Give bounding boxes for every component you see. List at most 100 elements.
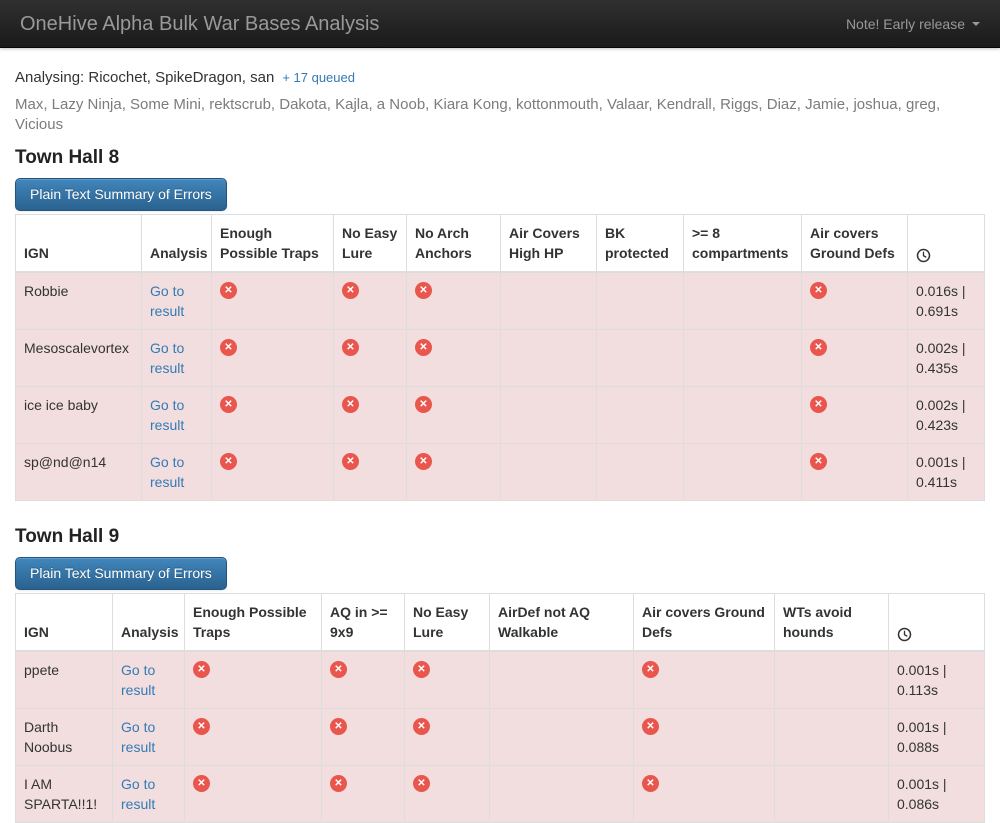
navbar: OneHive Alpha Bulk War Bases Analysis No…: [0, 0, 1000, 48]
check-cell: ✕: [184, 708, 322, 766]
check-cell: [596, 271, 684, 330]
town-hall-section: Town Hall 8 Plain Text Summary of Errors I…: [15, 148, 985, 501]
time-cell: 0.002s | 0.435s: [907, 329, 985, 387]
check-cell: ✕: [801, 386, 908, 444]
check-cell: [774, 708, 889, 766]
x-circle-icon: ✕: [342, 453, 359, 470]
x-circle-icon: ✕: [413, 718, 430, 735]
ign-cell: I AM SPARTA!!1!: [15, 765, 113, 823]
analysis-table: IGN Analysis Enough Possible Traps AQ in >=…: [15, 593, 985, 823]
column-header: WTs avoid hounds: [774, 593, 889, 652]
column-header: Analysis: [112, 593, 185, 652]
x-circle-icon: ✕: [220, 339, 237, 356]
go-to-result-link[interactable]: Go to result: [121, 719, 156, 755]
check-cell: [683, 329, 802, 387]
x-circle-icon: ✕: [220, 453, 237, 470]
x-circle-icon: ✕: [220, 282, 237, 299]
time-cell: 0.001s | 0.411s: [907, 443, 985, 501]
town-hall-heading: Town Hall 9: [15, 526, 120, 547]
analysis-cell: Go to result: [112, 765, 185, 823]
x-circle-icon: ✕: [415, 339, 432, 356]
column-header: Enough Possible Traps: [184, 593, 322, 652]
table-row: sp@nd@n14 Go to result ✕ ✕ ✕ ✕ 0.001s | 0.411s: [15, 443, 985, 501]
column-header: Air Covers High HP: [500, 214, 597, 273]
x-circle-icon: ✕: [642, 775, 659, 792]
plain-text-summary-button[interactable]: Plain Text Summary of Errors: [15, 557, 227, 590]
ign-cell: Darth Noobus: [15, 708, 113, 766]
x-circle-icon: ✕: [415, 453, 432, 470]
column-header: Air covers Ground Defs: [633, 593, 775, 652]
check-cell: [500, 329, 597, 387]
x-circle-icon: ✕: [193, 661, 210, 678]
x-circle-icon: ✕: [330, 718, 347, 735]
analysis-cell: Go to result: [112, 708, 185, 766]
go-to-result-link[interactable]: Go to result: [121, 776, 156, 812]
release-note-dropdown[interactable]: Note! Early release: [846, 10, 980, 38]
time-column-header: [888, 593, 985, 652]
analysis-cell: Go to result: [141, 386, 212, 444]
time-cell: 0.002s | 0.423s: [907, 386, 985, 444]
check-cell: [489, 708, 634, 766]
column-header: AQ in >= 9x9: [321, 593, 405, 652]
check-cell: ✕: [333, 329, 407, 387]
check-cell: ✕: [633, 765, 775, 823]
x-circle-icon: ✕: [342, 396, 359, 413]
table-row: ice ice baby Go to result ✕ ✕ ✕ ✕ 0.002s | 0.4…: [15, 386, 985, 444]
go-to-result-link[interactable]: Go to result: [121, 662, 156, 698]
check-cell: [489, 650, 634, 709]
x-circle-icon: ✕: [642, 661, 659, 678]
go-to-result-link[interactable]: Go to result: [150, 397, 185, 433]
x-circle-icon: ✕: [413, 775, 430, 792]
check-cell: ✕: [211, 271, 334, 330]
plain-text-summary-button[interactable]: Plain Text Summary of Errors: [15, 178, 227, 211]
queued-count-link[interactable]: + 17 queued: [282, 70, 355, 85]
column-header: BK protected: [596, 214, 684, 273]
check-cell: [500, 386, 597, 444]
table-row: Mesoscalevortex Go to result ✕ ✕ ✕ ✕ 0.002s | …: [15, 329, 985, 387]
ign-cell: Robbie: [15, 271, 142, 330]
x-circle-icon: ✕: [330, 775, 347, 792]
table-row: ppete Go to result ✕ ✕ ✕ ✕ 0.001s | 0.113s: [15, 650, 985, 709]
analysing-text: Analysing: Ricochet, SpikeDragon, san: [15, 69, 275, 86]
column-header: AirDef not AQ Walkable: [489, 593, 634, 652]
x-circle-icon: ✕: [810, 453, 827, 470]
check-cell: ✕: [633, 708, 775, 766]
check-cell: [683, 443, 802, 501]
table-row: Darth Noobus Go to result ✕ ✕ ✕ ✕ 0.001s | 0.0…: [15, 708, 985, 766]
clock-icon: [916, 245, 931, 263]
check-cell: ✕: [321, 708, 405, 766]
clock-icon: [897, 624, 912, 642]
ign-cell: ice ice baby: [15, 386, 142, 444]
x-circle-icon: ✕: [415, 396, 432, 413]
check-cell: [596, 386, 684, 444]
check-cell: ✕: [406, 271, 501, 330]
check-cell: [774, 765, 889, 823]
check-cell: ✕: [406, 386, 501, 444]
x-circle-icon: ✕: [810, 282, 827, 299]
check-cell: ✕: [801, 271, 908, 330]
release-note-label: Note! Early release: [845, 15, 965, 32]
check-cell: ✕: [184, 650, 322, 709]
x-circle-icon: ✕: [415, 282, 432, 299]
go-to-result-link[interactable]: Go to result: [150, 283, 185, 319]
column-header: >= 8 compartments: [683, 214, 802, 273]
x-circle-icon: ✕: [193, 775, 210, 792]
analysis-cell: Go to result: [112, 650, 185, 709]
analysis-cell: Go to result: [141, 329, 212, 387]
check-cell: ✕: [404, 708, 490, 766]
column-header: No Arch Anchors: [406, 214, 501, 273]
check-cell: [596, 443, 684, 501]
check-cell: [500, 443, 597, 501]
check-cell: ✕: [333, 386, 407, 444]
analysis-cell: Go to result: [141, 443, 212, 501]
check-cell: ✕: [211, 386, 334, 444]
column-header: Air covers Ground Defs: [801, 214, 908, 273]
go-to-result-link[interactable]: Go to result: [150, 340, 185, 376]
check-cell: ✕: [321, 765, 405, 823]
x-circle-icon: ✕: [413, 661, 430, 678]
go-to-result-link[interactable]: Go to result: [150, 454, 185, 490]
check-cell: ✕: [321, 650, 405, 709]
header-row: IGN Analysis Enough Possible Traps AQ in >=…: [15, 593, 985, 652]
check-cell: ✕: [406, 443, 501, 501]
table-row: Robbie Go to result ✕ ✕ ✕ ✕ 0.016s | 0.691s: [15, 271, 985, 330]
